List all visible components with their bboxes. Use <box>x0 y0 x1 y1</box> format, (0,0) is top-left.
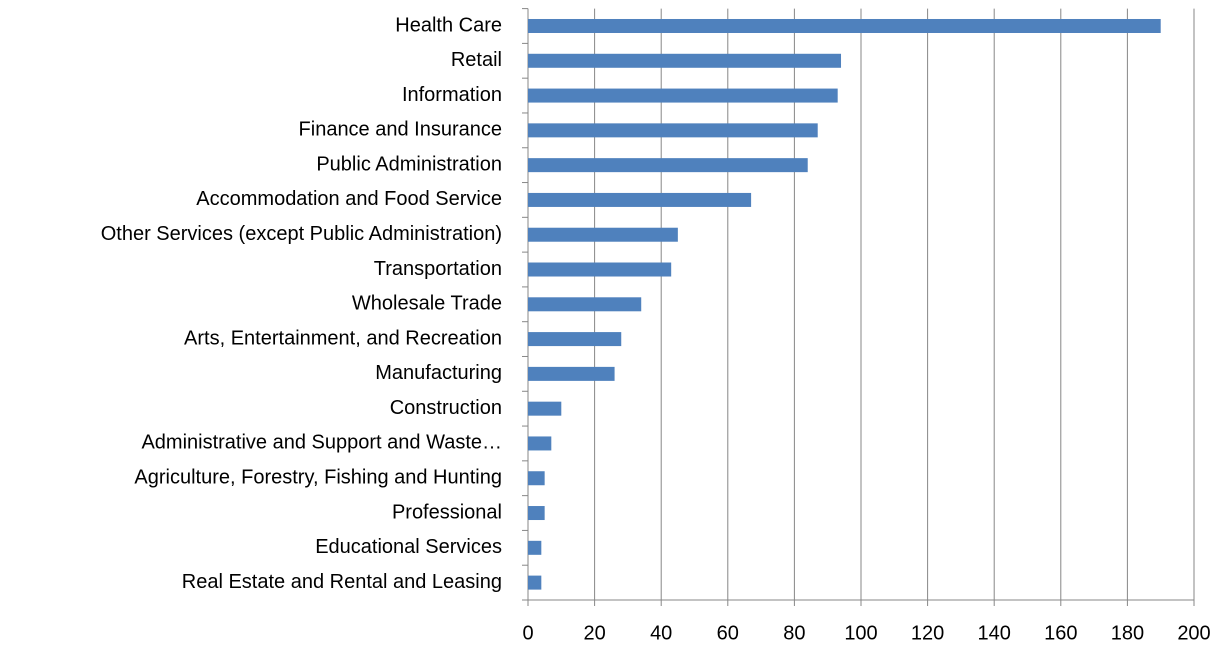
bar <box>528 436 552 451</box>
bar <box>528 262 672 277</box>
bar <box>528 18 1161 33</box>
bar <box>528 227 678 242</box>
y-tick-label: Public Administration <box>316 153 502 175</box>
bar <box>528 53 842 68</box>
y-tick-label: Administrative and Support and Waste… <box>141 432 502 454</box>
y-tick-label: Educational Services <box>315 536 502 558</box>
x-tick-label: 160 <box>1044 622 1077 644</box>
x-tick-label: 180 <box>1111 622 1144 644</box>
bar <box>528 123 818 138</box>
bar <box>528 506 545 521</box>
y-tick-label: Arts, Entertainment, and Recreation <box>184 327 502 349</box>
bar <box>528 540 542 555</box>
bar <box>528 401 562 416</box>
y-tick-label: Agriculture, Forestry, Fishing and Hunti… <box>134 467 502 489</box>
x-tick-label: 120 <box>911 622 944 644</box>
x-tick-label: 0 <box>522 622 533 644</box>
y-tick-label: Information <box>402 84 502 106</box>
y-tick-label: Accommodation and Food Service <box>196 188 502 210</box>
x-tick-label: 20 <box>583 622 605 644</box>
y-tick-label: Professional <box>392 501 502 523</box>
x-tick-label: 40 <box>650 622 672 644</box>
y-tick-label: Wholesale Trade <box>352 293 502 315</box>
bar <box>528 88 838 103</box>
y-tick-label: Transportation <box>374 258 502 280</box>
x-tick-label: 200 <box>1177 622 1210 644</box>
bar <box>528 158 808 173</box>
x-tick-label: 100 <box>844 622 877 644</box>
bar <box>528 192 752 207</box>
y-tick-label: Manufacturing <box>375 362 502 384</box>
x-tick-label: 80 <box>783 622 805 644</box>
y-tick-label: Finance and Insurance <box>299 119 502 141</box>
y-tick-label: Health Care <box>395 14 502 36</box>
bar <box>528 332 622 347</box>
bar <box>528 575 542 590</box>
bar <box>528 297 642 312</box>
y-tick-label: Other Services (except Public Administra… <box>101 223 502 245</box>
x-tick-label: 60 <box>717 622 739 644</box>
y-tick-label: Construction <box>390 397 502 419</box>
bar <box>528 471 545 486</box>
y-tick-label: Real Estate and Rental and Leasing <box>182 571 502 593</box>
bar <box>528 366 615 381</box>
x-tick-label: 140 <box>978 622 1011 644</box>
y-tick-label: Retail <box>451 49 502 71</box>
